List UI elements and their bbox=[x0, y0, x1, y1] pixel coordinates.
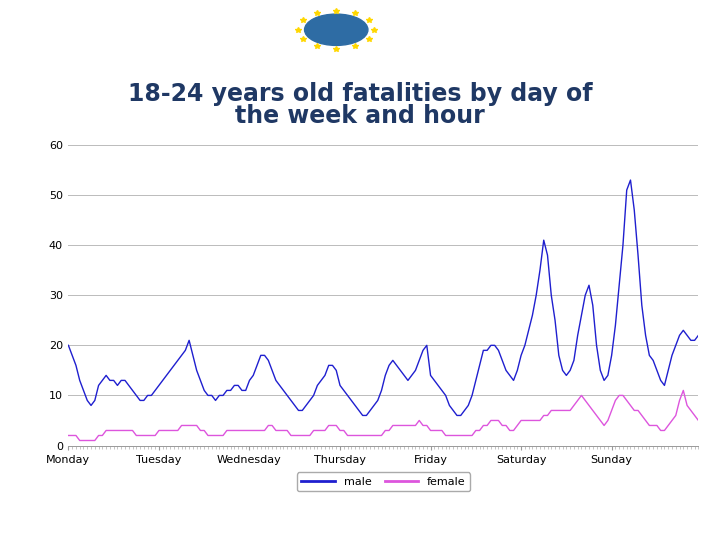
Circle shape bbox=[292, 8, 381, 52]
Text: European
Commission: European Commission bbox=[315, 51, 358, 64]
Circle shape bbox=[305, 14, 368, 45]
Text: 18-24 years old fatalities by day of: 18-24 years old fatalities by day of bbox=[127, 83, 593, 106]
Text: ≋≋≋
≋≋≋≋
≋≋≋≋≋: ≋≋≋ ≋≋≋≋ ≋≋≋≋≋ bbox=[374, 15, 415, 48]
Legend: male, female: male, female bbox=[297, 472, 470, 491]
Text: the week and hour: the week and hour bbox=[235, 104, 485, 128]
Text: Transport: Transport bbox=[314, 514, 374, 524]
